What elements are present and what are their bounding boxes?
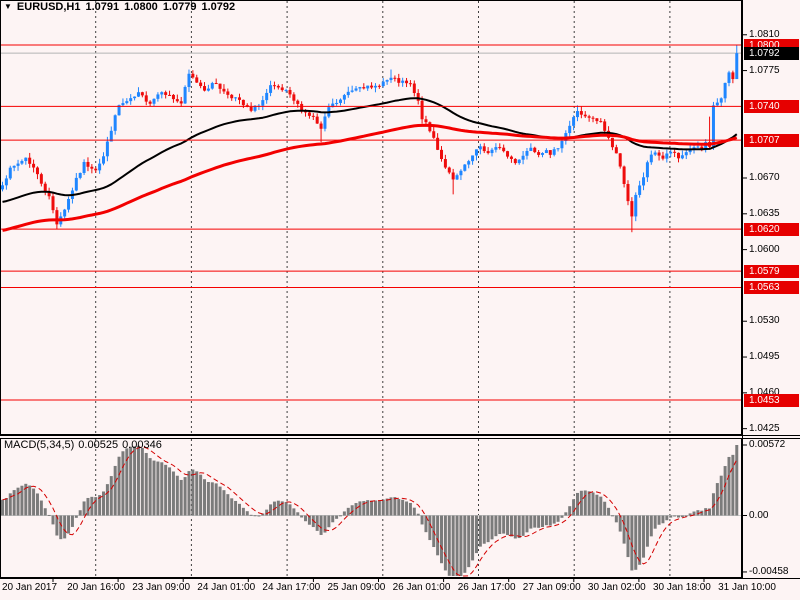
time-axis-label: 20 Jan 16:00 — [67, 582, 125, 593]
time-axis-label: 24 Jan 17:00 — [262, 582, 321, 593]
price-axis-label: 1.0495 — [749, 351, 780, 363]
macd-axis-label: 0.00 — [749, 509, 769, 521]
ma-red-line — [2, 123, 738, 232]
time-axis-label: 25 Jan 09:00 — [327, 582, 386, 593]
macd-info: MACD(5,34,5) 0.00525 0.00346 — [4, 439, 166, 451]
macd-axis-label: 0.00572 — [749, 439, 786, 450]
axis-ticks — [52, 34, 747, 582]
ohlc-close: 1.0792 — [201, 1, 236, 13]
macd-main-value: 0.00525 — [78, 439, 119, 451]
price-level-badge: 1.0563 — [744, 280, 799, 294]
macd-histogram — [1, 445, 739, 576]
ohlc-open: 1.0791 — [85, 1, 120, 13]
grid-lines — [95, 1, 671, 577]
time-axis-label: 31 Jan 10:00 — [718, 582, 776, 593]
time-axis-label: 26 Jan 17:00 — [457, 582, 516, 593]
time-axis-label: 26 Jan 01:00 — [392, 582, 451, 593]
price-level-badge: 1.0620 — [744, 222, 799, 236]
time-axis-label: 30 Jan 18:00 — [653, 582, 711, 593]
price-axis-label: 1.0670 — [749, 171, 780, 183]
price-level-badge: 1.0707 — [744, 133, 799, 147]
ohlc-high: 1.0800 — [124, 1, 158, 13]
time-axis-label: 20 Jan 2017 — [2, 582, 58, 593]
price-axis-label: 1.0600 — [749, 243, 780, 255]
price-axis-label: 1.0775 — [749, 64, 780, 76]
symbol-period-label: EURUSD,H1 — [16, 1, 81, 13]
price-axis-label: 1.0635 — [749, 207, 780, 219]
price-axis-label: 1.0425 — [749, 422, 780, 434]
price-axis-label: 1.0460 — [749, 386, 780, 398]
price-axis-label: 1.0810 — [749, 28, 780, 40]
time-axis-label: 23 Jan 09:00 — [132, 582, 191, 593]
ohlc-low: 1.0779 — [162, 1, 197, 13]
price-level-badge: 1.0453 — [744, 393, 799, 407]
macd-signal-value: 0.00346 — [122, 439, 162, 451]
symbol-dropdown-icon[interactable]: ▼ — [4, 2, 12, 11]
symbol-info: ▼ EURUSD,H1 1.0791 1.0800 1.0779 1.0792 — [4, 1, 235, 13]
candlesticks — [1, 45, 739, 233]
macd-axis-label: -0.00458 — [749, 565, 789, 577]
pane-borders — [0, 0, 800, 579]
time-axis[interactable]: 20 Jan 2017 20 Jan 16:00 23 Jan 09:00 24 Ja… — [0, 580, 800, 600]
time-axis-label: 27 Jan 09:00 — [522, 582, 581, 593]
price-level-badge: 1.0740 — [744, 99, 799, 113]
level-lines — [0, 44, 742, 401]
time-axis-label: 30 Jan 02:00 — [587, 582, 646, 593]
price-level-badge: 1.0579 — [744, 264, 799, 278]
macd-label: MACD(5,34,5) — [4, 439, 75, 451]
time-axis-label: 24 Jan 01:00 — [197, 582, 256, 593]
current-price-badge: 1.0792 — [744, 46, 799, 60]
price-axis[interactable]: 1.0810 1.0775 1.0670 1.0635 1.0600 1.0530 1.04… — [743, 0, 800, 578]
price-axis-label: 1.0530 — [749, 315, 780, 327]
pane-splitter[interactable] — [0, 434, 800, 440]
